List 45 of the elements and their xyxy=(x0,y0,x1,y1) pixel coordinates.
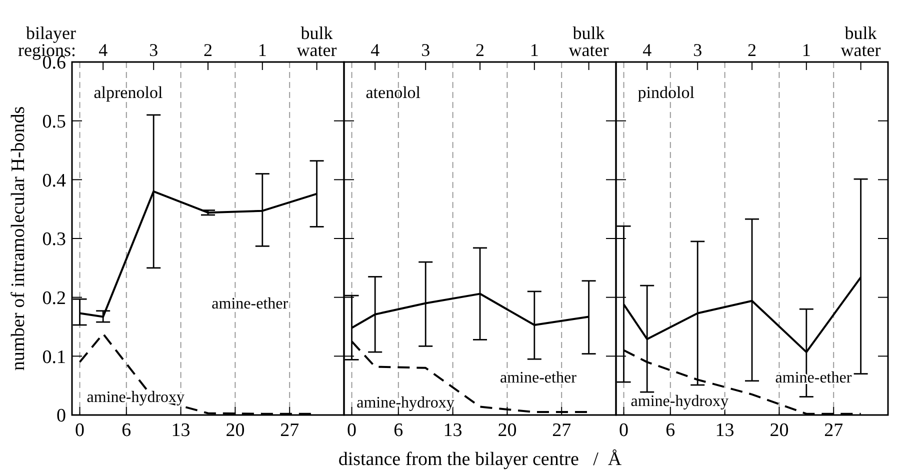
text: bulk water xyxy=(568,23,609,60)
annotation: amine-hydroxy xyxy=(630,392,729,410)
y-tick-label: 0.5 xyxy=(42,111,66,132)
x-tick-label: 13 xyxy=(715,420,734,441)
text: 1 xyxy=(802,40,811,60)
text: atenolol xyxy=(366,83,421,102)
text: bulk water xyxy=(296,23,337,60)
x-tick-label: 20 xyxy=(770,420,789,441)
y-tick-label: 0.3 xyxy=(42,229,66,250)
y-tick-label: 0.4 xyxy=(42,170,66,192)
x-tick-label: 27 xyxy=(552,420,572,441)
text: bulk water xyxy=(840,23,881,60)
annotation: amine-hydroxy xyxy=(356,394,454,412)
x-tick-label: 13 xyxy=(443,420,462,441)
y-axis-title: number of intramolecular H-bonds xyxy=(8,106,29,371)
x-tick-label: 6 xyxy=(394,420,404,441)
x-tick-label: 0 xyxy=(619,420,629,441)
text: 2 xyxy=(476,40,484,60)
x-tick-label: 27 xyxy=(824,420,844,441)
text: 1 xyxy=(530,40,539,60)
y-tick-label: 0.1 xyxy=(42,346,66,368)
text: 4 xyxy=(642,40,652,60)
text: 3 xyxy=(421,40,430,60)
text: 1 xyxy=(258,40,267,60)
annotation: amine-ether xyxy=(500,369,578,386)
x-tick-label: 13 xyxy=(171,420,190,441)
annotation: amine-ether xyxy=(212,296,289,313)
text: 4 xyxy=(370,40,380,60)
text: 2 xyxy=(204,40,212,60)
text: alprenolol xyxy=(94,83,163,102)
x-tick-label: 6 xyxy=(666,420,676,441)
text: 4 xyxy=(98,40,108,60)
y-tick-label: 0.2 xyxy=(42,288,66,309)
text: 2 xyxy=(748,40,756,60)
x-tick-label: 0 xyxy=(75,420,85,441)
x-tick-label: 20 xyxy=(498,420,517,441)
x-tick-label: 6 xyxy=(122,420,132,441)
x-tick-label: 27 xyxy=(280,420,300,441)
x-tick-label: 0 xyxy=(347,420,357,441)
text: pindolol xyxy=(638,83,695,102)
x-axis-title: distance from the bilayer centre / Å xyxy=(338,449,622,470)
text: 3 xyxy=(693,40,702,60)
text: 3 xyxy=(149,40,158,60)
x-tick-label: 20 xyxy=(226,420,245,441)
y-tick-label: 0 xyxy=(56,406,66,427)
